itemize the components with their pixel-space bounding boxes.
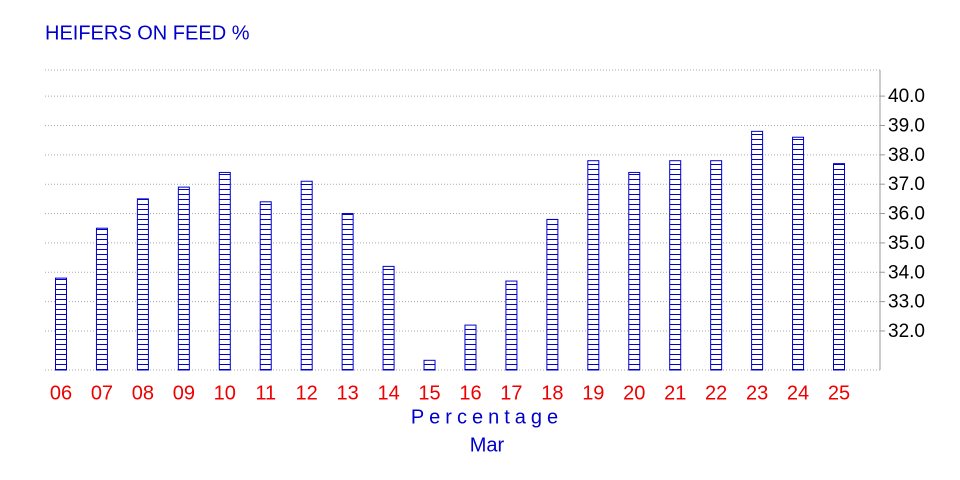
- bar: [751, 130, 764, 371]
- bar: [177, 186, 190, 371]
- x-tick-label: 20: [623, 382, 645, 404]
- y-tick-label: 38.0: [888, 145, 925, 166]
- x-tick-label: 13: [337, 382, 359, 404]
- x-tick-label: 16: [459, 382, 481, 404]
- x-tick-label: 11: [255, 382, 276, 404]
- chart-title: HEIFERS ON FEED %: [45, 22, 250, 44]
- bar: [464, 324, 477, 371]
- y-tick-label: 33.0: [888, 292, 925, 313]
- y-tick-label: 36.0: [888, 204, 925, 225]
- bar: [423, 359, 436, 371]
- y-tick-label: 37.0: [888, 174, 925, 195]
- bar: [136, 198, 149, 371]
- x-tick-label: 18: [541, 382, 563, 404]
- bar: [382, 265, 395, 371]
- x-tick-label: 24: [787, 382, 809, 404]
- bar: [55, 277, 67, 371]
- x-tick-label: 19: [582, 382, 604, 404]
- y-tick-label: 35.0: [888, 233, 925, 254]
- bar: [505, 280, 518, 371]
- bar: [710, 160, 723, 371]
- bar: [95, 227, 108, 371]
- x-tick-label: 14: [377, 382, 399, 404]
- bar: [833, 163, 845, 371]
- x-tick-label: 23: [746, 382, 768, 404]
- x-tick-label: 22: [705, 382, 727, 404]
- x-tick-label: 15: [418, 382, 440, 404]
- bar: [341, 213, 354, 371]
- bar: [300, 180, 313, 371]
- x-tick-label: 08: [132, 382, 154, 404]
- bar: [669, 160, 682, 371]
- x-tick-label: 12: [296, 382, 318, 404]
- y-tick-label: 34.0: [888, 262, 925, 283]
- y-tick-label: 32.0: [888, 321, 925, 342]
- x-tick-label: 10: [214, 382, 236, 404]
- bar: [792, 136, 805, 371]
- y-tick-label: 39.0: [888, 115, 925, 136]
- x-period-label: Mar: [470, 434, 505, 456]
- x-tick-label: 07: [91, 382, 113, 404]
- x-axis-label: Percentage: [411, 406, 563, 428]
- x-tick-label: 17: [500, 382, 522, 404]
- bar: [628, 171, 641, 371]
- x-tick-label: 09: [173, 382, 195, 404]
- bar: [587, 160, 600, 371]
- x-tick-label: 25: [828, 382, 850, 404]
- bar: [218, 171, 231, 371]
- x-tick-label: 06: [50, 382, 72, 404]
- x-tick-label: 21: [664, 382, 686, 404]
- bar: [546, 218, 559, 371]
- bar: [259, 201, 272, 371]
- y-tick-label: 40.0: [888, 86, 925, 107]
